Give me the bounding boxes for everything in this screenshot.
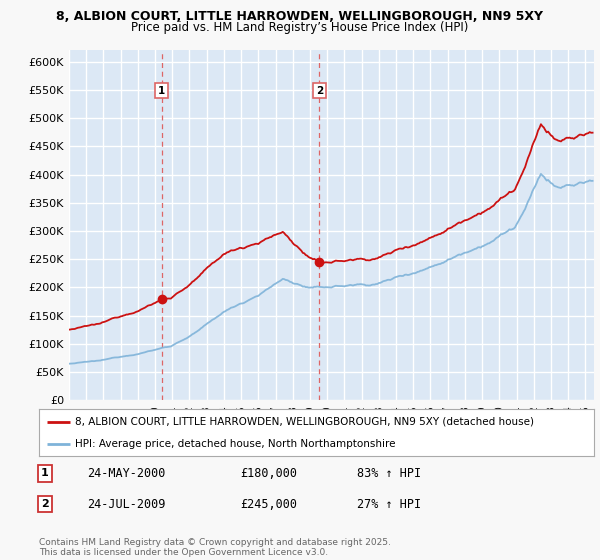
Text: 27% ↑ HPI: 27% ↑ HPI bbox=[357, 497, 421, 511]
Text: £245,000: £245,000 bbox=[240, 497, 297, 511]
Text: 24-MAY-2000: 24-MAY-2000 bbox=[87, 466, 166, 480]
Text: 8, ALBION COURT, LITTLE HARROWDEN, WELLINGBOROUGH, NN9 5XY (detached house): 8, ALBION COURT, LITTLE HARROWDEN, WELLI… bbox=[75, 417, 534, 427]
Text: 1: 1 bbox=[41, 468, 49, 478]
Text: 2: 2 bbox=[316, 86, 323, 96]
Text: 2: 2 bbox=[41, 499, 49, 509]
Text: 1: 1 bbox=[158, 86, 165, 96]
Text: Price paid vs. HM Land Registry’s House Price Index (HPI): Price paid vs. HM Land Registry’s House … bbox=[131, 21, 469, 34]
Text: 83% ↑ HPI: 83% ↑ HPI bbox=[357, 466, 421, 480]
Text: HPI: Average price, detached house, North Northamptonshire: HPI: Average price, detached house, Nort… bbox=[75, 438, 395, 449]
Text: 24-JUL-2009: 24-JUL-2009 bbox=[87, 497, 166, 511]
Text: 8, ALBION COURT, LITTLE HARROWDEN, WELLINGBOROUGH, NN9 5XY: 8, ALBION COURT, LITTLE HARROWDEN, WELLI… bbox=[56, 10, 544, 22]
Text: £180,000: £180,000 bbox=[240, 466, 297, 480]
Text: Contains HM Land Registry data © Crown copyright and database right 2025.
This d: Contains HM Land Registry data © Crown c… bbox=[39, 538, 391, 557]
